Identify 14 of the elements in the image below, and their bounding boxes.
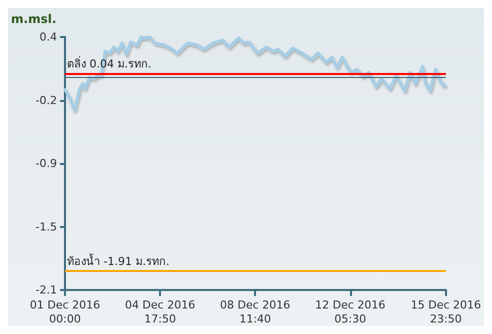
x-tick-label: 01 Dec 2016 00:00 — [30, 298, 100, 326]
ref-line-label: ตลิ่ง 0.04 ม.รทก. — [67, 55, 152, 70]
y-tick-label: -1.5 — [36, 220, 57, 234]
x-tick-label: 12 Dec 2016 05:30 — [315, 298, 386, 326]
y-tick-label: -0.2 — [36, 94, 57, 107]
y-tick-label: 0.4 — [40, 30, 57, 44]
y-axis-title: m.msl. — [11, 12, 56, 26]
x-tick-label: 04 Dec 2016 17:50 — [124, 298, 196, 326]
y-tick-label: -2.1 — [36, 284, 57, 296]
line-series — [64, 36, 446, 112]
y-tick-label: -0.9 — [36, 157, 57, 170]
x-tick-label: 15 Dec 2016 23:50 — [410, 298, 482, 326]
x-tick-label: 08 Dec 2016 11:40 — [220, 298, 290, 326]
ref-line-label: ท้องน้ำ -1.91 ม.รทก. — [67, 252, 170, 268]
